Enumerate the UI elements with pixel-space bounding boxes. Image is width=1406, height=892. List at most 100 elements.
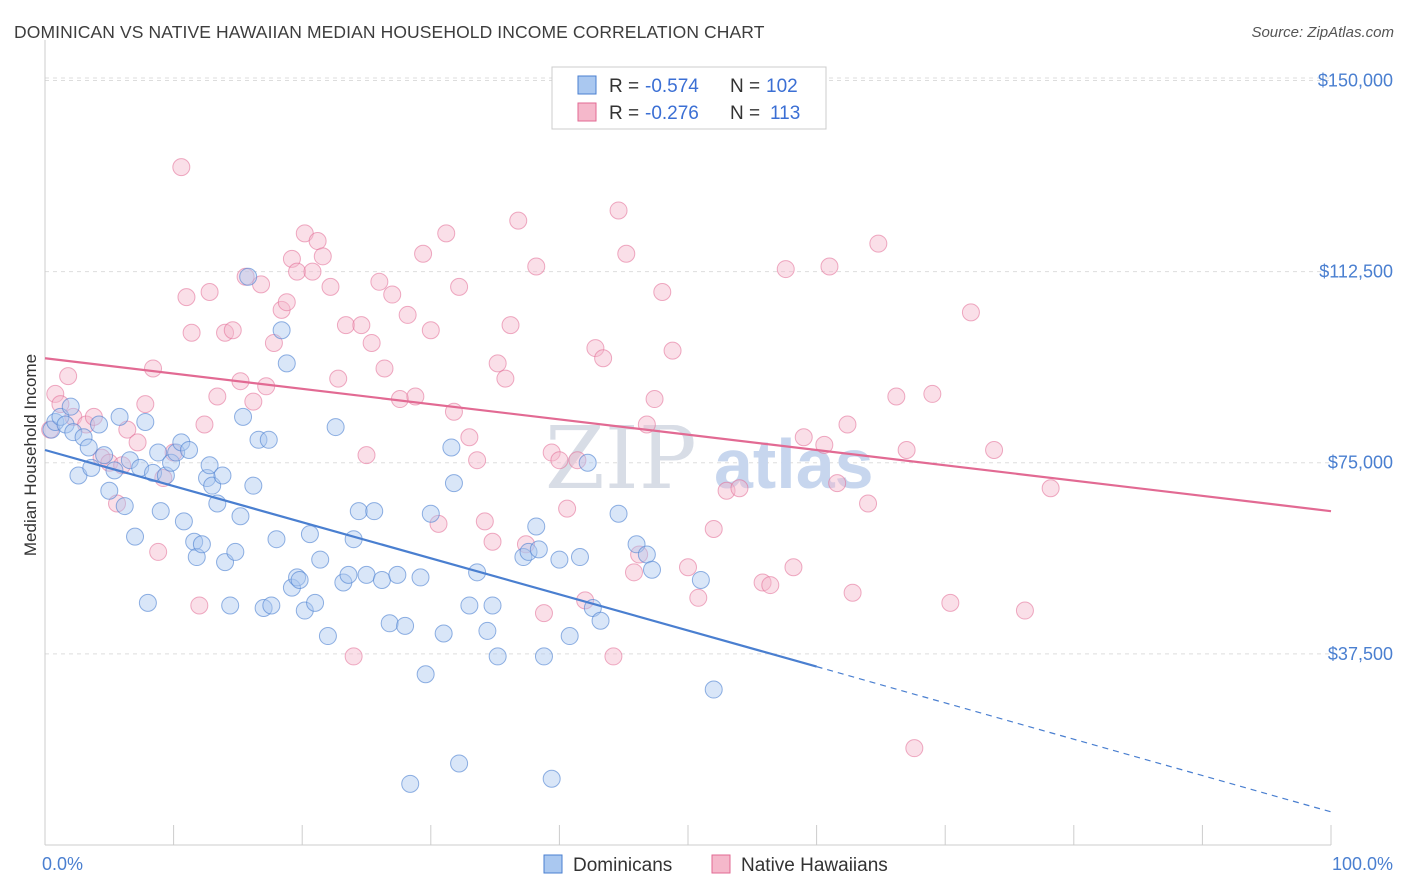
point-dominicans-8 (79, 438, 98, 457)
point-native-hawaiians-110 (985, 441, 1004, 459)
y-tick-labels: $37,500 $75,000 $112,500 $150,000 (1318, 70, 1393, 663)
point-dominicans-101 (401, 774, 420, 793)
point-dominicans-54 (290, 570, 309, 589)
point-native-hawaiians-73 (558, 499, 577, 518)
point-native-hawaiians-79 (609, 201, 628, 220)
point-native-hawaiians-55 (421, 321, 440, 340)
point-dominicans-5 (64, 423, 83, 442)
point-native-hawaiians-100 (838, 415, 857, 434)
point-dominicans-57 (306, 593, 325, 612)
point-dominicans-49 (267, 530, 286, 549)
point-dominicans-91 (570, 548, 589, 567)
point-dominicans-70 (396, 616, 415, 635)
point-dominicans-84 (519, 542, 538, 561)
point-native-hawaiians-109 (961, 303, 980, 322)
point-dominicans-56 (300, 525, 319, 544)
legend-n-label-2: N = (730, 103, 760, 124)
legend-swatch-native-hawaiians (577, 102, 597, 122)
point-dominicans-89 (550, 550, 569, 569)
point-dominicans-97 (637, 545, 656, 564)
legend-n-label-1: N = (730, 76, 760, 97)
point-dominicans-99 (691, 570, 710, 589)
point-native-hawaiians-12 (128, 433, 147, 452)
point-native-hawaiians-2 (51, 395, 70, 414)
point-native-hawaiians-62 (475, 512, 494, 531)
point-dominicans-94 (591, 611, 610, 630)
point-native-hawaiians-1 (46, 384, 65, 403)
point-dominicans-60 (326, 418, 345, 437)
series-dominicans (42, 267, 723, 793)
point-native-hawaiians-71 (542, 443, 561, 462)
point-native-hawaiians-82 (630, 545, 649, 564)
point-dominicans-51 (277, 354, 296, 373)
point-dominicans-81 (483, 596, 502, 615)
bottom-legend-native-hawaiians: Native Hawaiians (741, 855, 888, 876)
point-native-hawaiians-88 (689, 588, 708, 607)
point-native-hawaiians-49 (375, 359, 394, 378)
point-native-hawaiians-54 (414, 244, 433, 263)
point-native-hawaiians-89 (704, 520, 723, 538)
point-dominicans-68 (380, 614, 399, 633)
point-native-hawaiians-105 (897, 441, 916, 459)
point-native-hawaiians-67 (509, 211, 528, 230)
point-native-hawaiians-93 (761, 576, 780, 595)
point-dominicans-78 (460, 596, 479, 615)
point-native-hawaiians-81 (624, 563, 643, 582)
y-axis-title: Median Household Income (21, 354, 40, 556)
y-tick-label-2: $112,500 (1319, 262, 1393, 282)
point-dominicans-55 (295, 601, 314, 620)
point-native-hawaiians-101 (843, 583, 862, 602)
point-native-hawaiians-78 (604, 647, 623, 666)
point-dominicans-20 (138, 593, 157, 612)
point-dominicans-86 (529, 540, 548, 559)
point-native-hawaiians-3 (59, 367, 78, 386)
point-native-hawaiians-80 (617, 244, 636, 263)
point-dominicans-11 (95, 446, 114, 465)
point-native-hawaiians-36 (288, 262, 307, 281)
point-native-hawaiians-65 (496, 369, 515, 388)
point-dominicans-62 (339, 565, 358, 584)
point-native-hawaiians-60 (460, 428, 479, 447)
point-native-hawaiians-87 (679, 558, 697, 577)
point-native-hawaiians-97 (815, 435, 834, 454)
point-dominicans-7 (74, 428, 93, 447)
point-native-hawaiians-22 (195, 415, 214, 434)
point-native-hawaiians-20 (182, 323, 201, 342)
point-dominicans-15 (115, 497, 134, 516)
point-native-hawaiians-56 (429, 514, 448, 533)
point-dominicans-27 (172, 433, 191, 452)
point-dominicans-58 (311, 550, 330, 569)
point-native-hawaiians-91 (730, 479, 749, 498)
point-dominicans-77 (450, 754, 469, 773)
series-native-hawaiians (41, 158, 1060, 758)
point-dominicans-14 (110, 407, 129, 426)
y-tick-label-0: $37,500 (1328, 644, 1393, 664)
point-dominicans-80 (478, 621, 497, 640)
trend-dominicans-extrapolated (816, 666, 1332, 813)
point-native-hawaiians-38 (303, 262, 322, 281)
point-native-hawaiians-99 (828, 474, 847, 493)
point-dominicans-10 (90, 415, 109, 434)
point-native-hawaiians-47 (362, 333, 381, 352)
point-native-hawaiians-13 (136, 395, 155, 414)
watermark-atlas: atlas (714, 425, 874, 503)
point-native-hawaiians-111 (1015, 601, 1034, 620)
y-tick-label-1: $75,000 (1328, 453, 1393, 473)
point-dominicans-65 (357, 565, 376, 584)
point-native-hawaiians-46 (357, 446, 376, 465)
point-dominicans-88 (542, 769, 561, 788)
point-dominicans-40 (226, 542, 245, 561)
point-dominicans-87 (534, 647, 553, 666)
legend-box: R = -0.574 N = 102 R = -0.276 N = 113 (551, 66, 827, 130)
point-dominicans-29 (180, 441, 199, 459)
point-native-hawaiians-45 (352, 316, 371, 335)
point-dominicans-32 (192, 535, 211, 554)
point-native-hawaiians-43 (336, 316, 355, 335)
point-native-hawaiians-86 (663, 341, 682, 360)
chart-source: Source: ZipAtlas.com (1251, 24, 1394, 41)
legend-n-value-2: 113 (770, 103, 800, 124)
point-dominicans-39 (221, 596, 240, 615)
bottom-legend-swatch-dominicans (543, 854, 563, 874)
point-native-hawaiians-103 (869, 234, 888, 253)
